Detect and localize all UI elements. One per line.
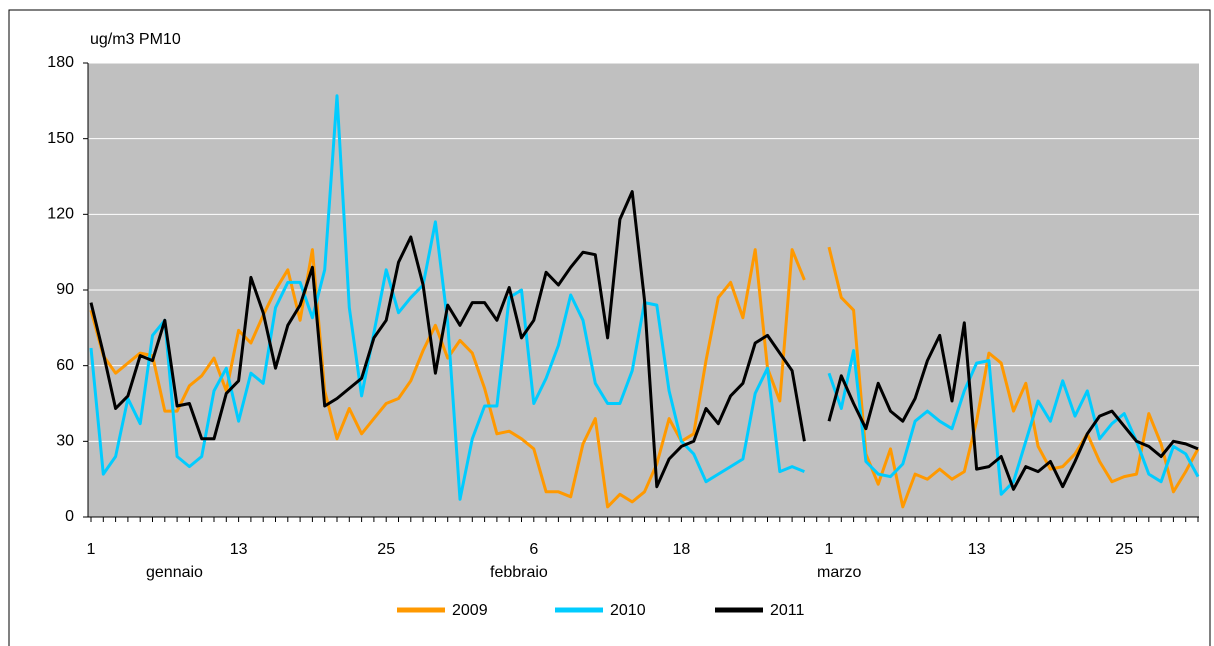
y-tick-label: 180 — [47, 54, 74, 71]
legend-label: 2011 — [770, 602, 805, 619]
y-axis-label: ug/m3 PM10 — [90, 31, 181, 48]
y-tick-label: 0 — [65, 508, 74, 525]
month-label: marzo — [817, 564, 862, 581]
legend-label: 2010 — [610, 602, 646, 619]
x-tick-label: 1 — [87, 541, 96, 558]
y-tick-label: 90 — [56, 281, 74, 298]
x-tick-label: 13 — [968, 541, 986, 558]
series-line — [89, 190, 1199, 491]
month-label: febbraio — [490, 564, 548, 581]
y-tick-label: 60 — [56, 357, 74, 374]
legend-label: 2009 — [452, 602, 488, 619]
y-tick-label: 30 — [56, 433, 74, 450]
x-tick-label: 13 — [230, 541, 248, 558]
x-tick-label: 25 — [377, 541, 395, 558]
y-tick-label: 150 — [47, 130, 74, 147]
x-tick-label: 25 — [1115, 541, 1133, 558]
y-tick-label: 120 — [47, 206, 74, 223]
series-line — [89, 246, 1200, 509]
x-tick-label: 18 — [673, 541, 691, 558]
x-tick-label: 6 — [529, 541, 538, 558]
month-label: gennaio — [146, 564, 203, 581]
x-tick-label: 1 — [825, 541, 834, 558]
